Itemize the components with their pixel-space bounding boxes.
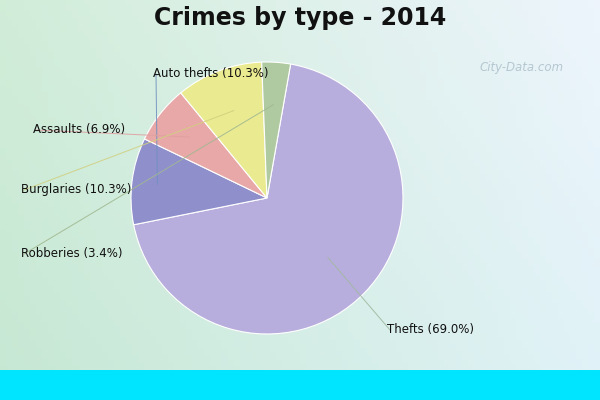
- Wedge shape: [181, 62, 267, 198]
- Wedge shape: [145, 93, 267, 198]
- Text: Auto thefts (10.3%): Auto thefts (10.3%): [153, 68, 269, 80]
- Text: Robberies (3.4%): Robberies (3.4%): [21, 248, 122, 260]
- Wedge shape: [262, 62, 290, 198]
- Text: Assaults (6.9%): Assaults (6.9%): [33, 124, 125, 136]
- Wedge shape: [134, 64, 403, 334]
- Text: City-Data.com: City-Data.com: [480, 62, 564, 74]
- Wedge shape: [131, 139, 267, 225]
- Text: Burglaries (10.3%): Burglaries (10.3%): [21, 184, 131, 196]
- Text: Thefts (69.0%): Thefts (69.0%): [387, 324, 474, 336]
- Text: Crimes by type - 2014: Crimes by type - 2014: [154, 6, 446, 30]
